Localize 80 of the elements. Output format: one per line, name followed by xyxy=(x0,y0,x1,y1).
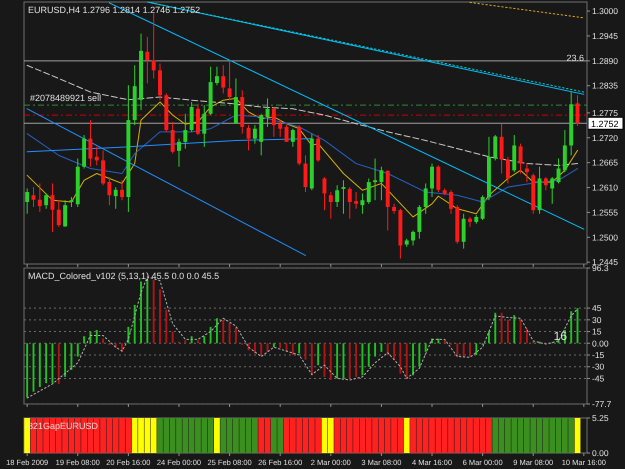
y-tick-label: 1.2720 xyxy=(592,132,618,143)
candlestick xyxy=(462,213,466,250)
y-tick-label: 0.00 xyxy=(592,448,609,458)
candlestick xyxy=(354,192,358,210)
candlestick xyxy=(32,186,36,208)
candlestick xyxy=(518,143,523,174)
candlestick xyxy=(88,120,92,168)
candlestick xyxy=(506,156,510,184)
candlestick xyxy=(290,128,295,148)
candlestick xyxy=(366,178,371,204)
candlestick xyxy=(228,60,232,101)
y-tick-label: -30 xyxy=(592,362,605,372)
y-tick-label: 1.3000 xyxy=(592,6,618,16)
candlestick xyxy=(436,164,440,193)
y-tick-label: 5.25 xyxy=(592,413,609,423)
candlestick xyxy=(272,106,276,138)
y-tick-label: 1.2555 xyxy=(592,207,618,218)
y-tick-label: 1.2775 xyxy=(592,108,618,118)
y-tick-label: -45 xyxy=(592,373,605,384)
candlestick xyxy=(576,94,580,126)
y-tick-label: 45 xyxy=(592,303,602,314)
candlestick xyxy=(38,182,42,212)
candlestick xyxy=(101,150,106,186)
annotation: 23.6 xyxy=(566,53,584,64)
candlestick xyxy=(524,163,529,183)
candlestick xyxy=(44,192,48,210)
candlestick xyxy=(56,200,61,228)
y-tick-label: 1.2835 xyxy=(592,80,618,91)
candlestick xyxy=(411,230,415,246)
y-tick-label: 0.00 xyxy=(592,338,609,348)
candlestick xyxy=(550,176,554,204)
candlestick xyxy=(145,36,150,84)
candlestick xyxy=(183,113,188,150)
candlestick xyxy=(278,120,282,138)
candlestick xyxy=(304,154,308,193)
candlestick xyxy=(322,176,326,211)
y-tick-label: 1.2500 xyxy=(592,232,618,242)
ref-line-label: #2078489921 sell xyxy=(30,93,102,104)
candlestick xyxy=(335,184,340,208)
candlestick xyxy=(266,98,270,128)
y-tick-label: -77.7 xyxy=(592,399,612,409)
candlestick xyxy=(468,216,472,228)
candlestick xyxy=(214,66,219,86)
candlestick xyxy=(544,176,548,191)
candlestick xyxy=(246,124,251,151)
y-tick-label: 1.2610 xyxy=(592,182,618,193)
candlestick xyxy=(449,190,453,214)
candlestick xyxy=(430,163,434,198)
candlestick xyxy=(107,176,112,206)
candlestick xyxy=(316,134,320,162)
candlestick xyxy=(480,194,485,221)
candlestick xyxy=(556,158,560,184)
candlestick xyxy=(424,182,428,214)
y-tick-label: 15 xyxy=(592,326,602,337)
candlestick xyxy=(63,200,68,228)
candlestick xyxy=(69,196,74,208)
candlestick xyxy=(25,188,30,214)
candlestick xyxy=(328,192,333,220)
candlestick xyxy=(500,123,504,174)
candlestick xyxy=(221,64,226,94)
y-tick-label: 1.2890 xyxy=(592,56,618,66)
candlestick xyxy=(152,12,156,79)
candlestick xyxy=(190,102,194,132)
line-series xyxy=(26,64,578,166)
y-tick-label: -15 xyxy=(592,350,605,360)
chart-title: MACD_Colored_v102 (5,13,1) 45.5 0.0 0.0 45.5 xyxy=(28,271,220,281)
candlestick xyxy=(341,180,346,214)
y-tick-label: 1.2665 xyxy=(592,158,618,168)
candlestick xyxy=(170,121,175,154)
candlestick xyxy=(360,192,364,214)
candlestick xyxy=(392,203,396,214)
y-tick-label: 30 xyxy=(592,314,602,325)
candlestick xyxy=(284,124,288,142)
candlestick xyxy=(120,180,124,201)
y-tick-label: 1.2945 xyxy=(592,30,618,41)
candlestick xyxy=(379,166,384,201)
candlestick xyxy=(50,182,54,232)
candlestick xyxy=(177,138,181,168)
ref-line-label: 1.2752 xyxy=(591,118,619,129)
candlestick xyxy=(252,124,257,144)
